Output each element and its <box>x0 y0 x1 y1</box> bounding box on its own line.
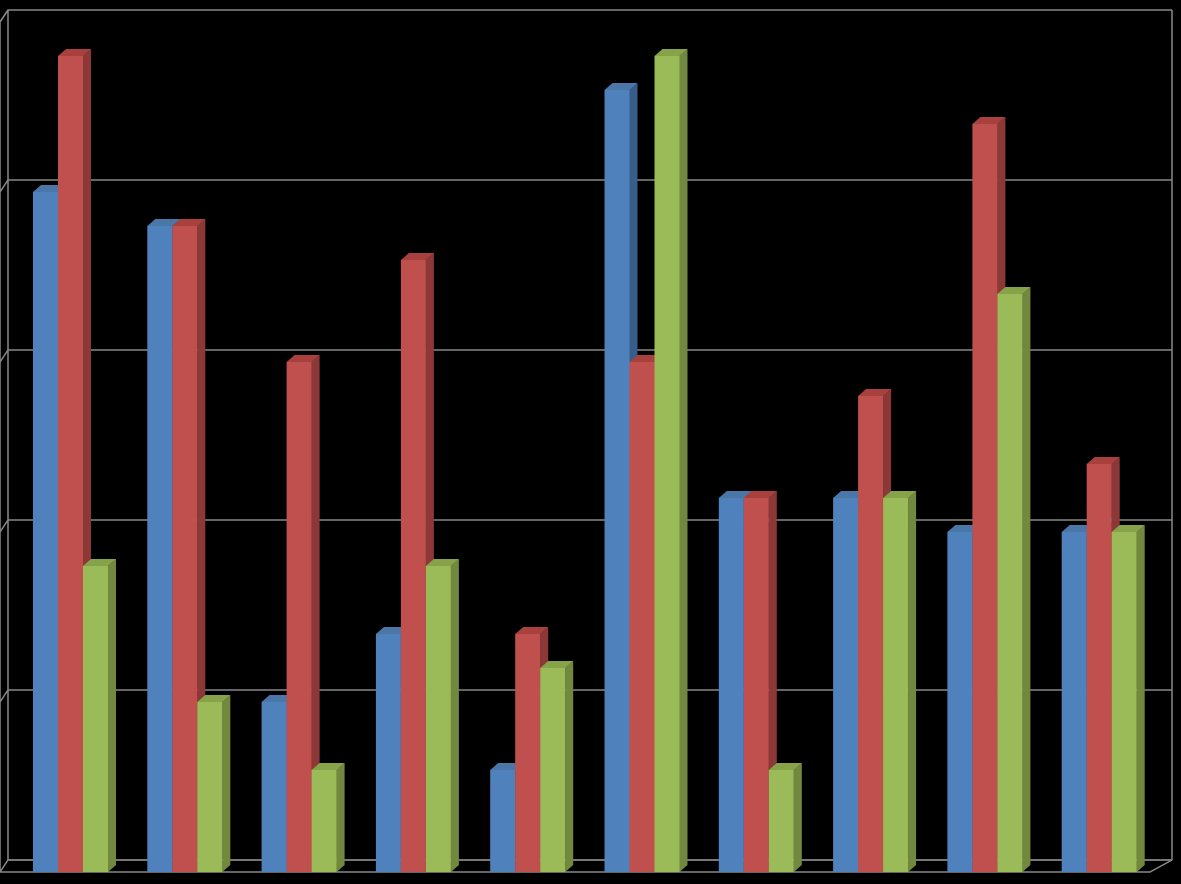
bar <box>629 362 655 872</box>
bar <box>147 226 173 872</box>
bar-top <box>1086 457 1120 464</box>
bar-side <box>1022 287 1031 872</box>
bar <box>768 770 794 872</box>
bar <box>311 770 337 872</box>
bar-top <box>1111 525 1145 532</box>
bar-top <box>83 559 116 566</box>
bar-side <box>793 763 802 872</box>
bar <box>490 770 516 872</box>
bar <box>286 362 312 872</box>
bar-top <box>197 695 231 702</box>
bar-top <box>311 763 345 770</box>
bar <box>718 498 744 872</box>
bar-top <box>629 355 663 362</box>
bar <box>883 498 909 872</box>
bar <box>83 566 108 872</box>
bar <box>1061 532 1087 872</box>
bar <box>400 260 426 872</box>
bar-top <box>858 389 892 396</box>
bar <box>33 192 58 872</box>
grid-line <box>0 519 1172 533</box>
bar-side <box>311 355 320 872</box>
bar-side <box>450 559 459 872</box>
grid-line <box>0 179 1172 193</box>
bar <box>1086 464 1112 872</box>
bar-side <box>565 661 574 872</box>
bar-top <box>286 355 320 362</box>
bar-top <box>490 763 524 770</box>
bar-side <box>908 491 917 872</box>
bar-top <box>743 491 777 498</box>
bar <box>604 90 630 872</box>
bar-top <box>997 287 1031 294</box>
bar-top <box>58 49 91 56</box>
bar-top <box>972 117 1006 124</box>
bar <box>425 566 451 872</box>
bar <box>197 702 223 872</box>
bar <box>261 702 287 872</box>
bar-side <box>1136 525 1145 872</box>
bar <box>1111 532 1137 872</box>
bar-top <box>768 763 802 770</box>
bar-top <box>147 219 181 226</box>
grid-line <box>0 349 1172 363</box>
bar <box>172 226 198 872</box>
bar-side <box>108 559 116 872</box>
bar-top <box>172 219 206 226</box>
bar-top <box>604 83 638 90</box>
bar <box>58 56 83 872</box>
bar-top <box>33 185 66 192</box>
bar <box>540 668 566 872</box>
bar-top <box>833 491 867 498</box>
bar-side <box>336 763 345 872</box>
bar-top <box>947 525 981 532</box>
bar <box>858 396 884 872</box>
bar-side <box>222 695 231 872</box>
bar <box>833 498 859 872</box>
bar <box>375 634 401 872</box>
bar <box>654 56 680 872</box>
bar-top <box>1061 525 1095 532</box>
bar <box>947 532 973 872</box>
bar-side <box>679 49 688 872</box>
bar-top <box>654 49 688 56</box>
bar-top <box>425 559 459 566</box>
left-wall-edge <box>0 9 9 872</box>
grid-line <box>0 689 1172 703</box>
bar <box>997 294 1023 872</box>
bar-top <box>515 627 549 634</box>
bar-top <box>375 627 409 634</box>
grid-line <box>0 9 1172 23</box>
bar <box>972 124 998 872</box>
bar-top <box>261 695 295 702</box>
bar-top <box>540 661 574 668</box>
bar <box>515 634 541 872</box>
bar-top <box>400 253 434 260</box>
bar <box>743 498 769 872</box>
bar-top <box>883 491 917 498</box>
bar-top <box>718 491 752 498</box>
